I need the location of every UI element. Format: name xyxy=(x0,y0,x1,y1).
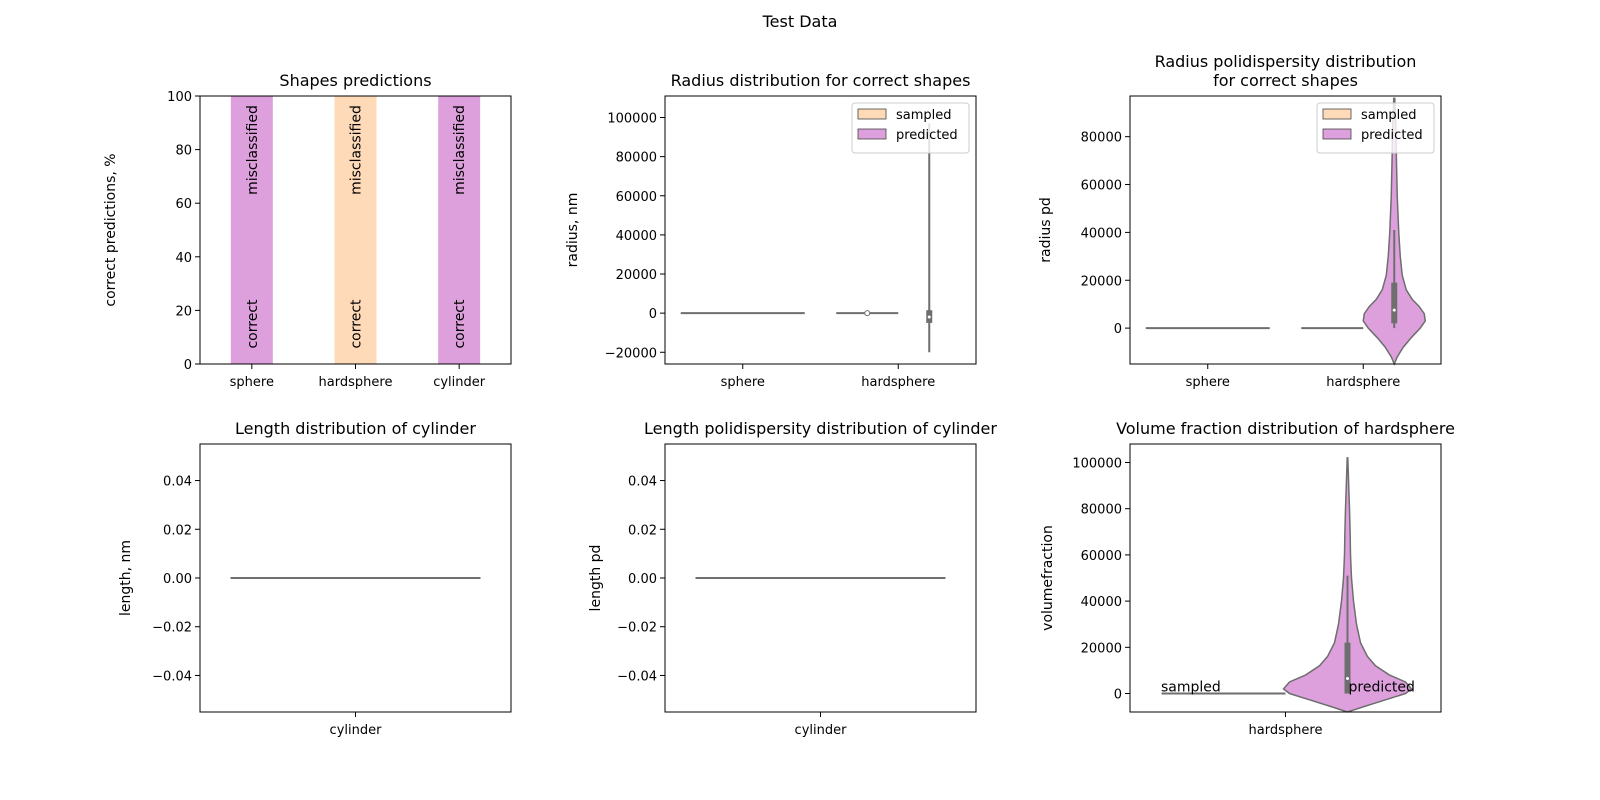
chart-title: Shapes predictions xyxy=(279,71,431,90)
y-tick-label: 60000 xyxy=(1081,549,1122,564)
y-tick-label: 100000 xyxy=(607,112,657,127)
median-dot xyxy=(1346,677,1349,680)
chart-title: Length distribution of cylinder xyxy=(235,419,476,438)
x-tick-label: hardsphere xyxy=(861,375,935,390)
legend-label-sampled: sampled xyxy=(896,108,952,123)
chart-title: Length polidispersity distribution of cy… xyxy=(644,419,997,438)
legend-label-sampled: sampled xyxy=(1361,108,1417,123)
y-tick-label: 40000 xyxy=(1081,226,1122,241)
panel-3: Radius polidispersity distribution for co… xyxy=(1038,52,1442,390)
median-dot xyxy=(1392,308,1396,312)
axes-frame xyxy=(664,443,977,713)
bar-label-misclassified: misclassified xyxy=(245,105,261,195)
chart-title: Radius distribution for correct shapes xyxy=(671,71,971,90)
predicted-iqr-box xyxy=(1344,642,1351,694)
y-tick-label: 20000 xyxy=(616,268,657,283)
x-tick-label: hardsphere xyxy=(319,375,393,390)
annotation-predicted: predicted xyxy=(1349,680,1415,696)
bar-label-correct: correct xyxy=(245,299,261,349)
y-tick-label: −0.04 xyxy=(617,669,657,684)
axes-frame xyxy=(199,443,512,713)
panel-6: Volume fraction distribution of hardsphe… xyxy=(1040,419,1455,738)
y-tick-label: 0 xyxy=(649,307,657,322)
legend-swatch-predicted xyxy=(857,128,887,140)
legend-swatch-sampled xyxy=(1322,108,1352,120)
x-tick-label: cylinder xyxy=(795,723,848,738)
y-axis-label: length pd xyxy=(588,545,604,612)
panel-4: Length distribution of cylinder length, n… xyxy=(118,419,512,738)
y-tick-label: 40000 xyxy=(1081,595,1122,610)
bar-label-correct: correct xyxy=(452,299,468,349)
y-tick-label: 0.02 xyxy=(628,523,657,538)
y-tick-label: 80000 xyxy=(616,151,657,166)
bar-label-misclassified: misclassified xyxy=(349,105,365,195)
legend: sampled predicted xyxy=(851,102,970,154)
legend-swatch-predicted xyxy=(1322,128,1352,140)
y-tick-label: 0.04 xyxy=(163,475,192,490)
y-tick-label: 100 xyxy=(167,90,192,105)
x-tick-label: sphere xyxy=(721,375,765,390)
panel-1: Shapes predictions correct predictions, %… xyxy=(103,71,512,390)
y-tick-label: 80 xyxy=(175,144,192,159)
bar-correct-sphere xyxy=(230,96,273,364)
y-axis-label: correct predictions, % xyxy=(103,153,119,306)
y-tick-label: 0.04 xyxy=(628,475,657,490)
y-tick-label: 80000 xyxy=(1081,131,1122,146)
legend-label-predicted: predicted xyxy=(896,128,958,143)
y-tick-label: 0 xyxy=(1114,688,1122,703)
y-tick-label: 60000 xyxy=(616,190,657,205)
x-tick-label: sphere xyxy=(1186,375,1230,390)
x-tick-label: sphere xyxy=(230,375,274,390)
y-axis-label: volumefraction xyxy=(1040,525,1056,631)
axes-frame xyxy=(1129,443,1442,713)
y-tick-label: 60000 xyxy=(1081,179,1122,194)
y-tick-label: 100000 xyxy=(1072,456,1122,471)
y-tick-label: −0.04 xyxy=(152,669,192,684)
x-tick-label: hardsphere xyxy=(1249,723,1323,738)
x-tick-label: cylinder xyxy=(330,723,383,738)
y-tick-label: 0 xyxy=(1114,322,1122,337)
x-tick-label: hardsphere xyxy=(1326,375,1400,390)
y-tick-label: 0 xyxy=(184,358,192,373)
axes-frame xyxy=(664,95,977,365)
bar-correct-cylinder xyxy=(438,96,481,364)
x-tick-label: cylinder xyxy=(433,375,486,390)
y-tick-label: 0.00 xyxy=(628,572,657,587)
annotation-sampled: sampled xyxy=(1161,680,1221,696)
y-axis-label: length, nm xyxy=(118,540,134,616)
y-tick-label: −20000 xyxy=(605,346,657,361)
chart-title: Radius polidispersity distribution for co… xyxy=(1155,52,1417,90)
y-tick-label: 80000 xyxy=(1081,503,1122,518)
median-dot xyxy=(927,315,931,319)
panel-2: Radius distribution for correct shapes ra… xyxy=(565,71,977,390)
y-tick-label: 40000 xyxy=(616,229,657,244)
y-tick-label: 40 xyxy=(175,251,192,266)
y-axis-label: radius, nm xyxy=(565,193,581,268)
y-axis-label: radius pd xyxy=(1038,197,1054,263)
y-tick-label: 20 xyxy=(175,304,192,319)
y-tick-label: 20000 xyxy=(1081,274,1122,289)
y-tick-label: 0.00 xyxy=(163,572,192,587)
median-dot xyxy=(864,310,871,317)
y-tick-label: −0.02 xyxy=(152,621,192,636)
panel-5: Length polidispersity distribution of cy… xyxy=(588,419,997,738)
axes-frame xyxy=(1129,95,1442,365)
predicted-iqr-box xyxy=(1391,282,1398,324)
y-tick-label: 0.02 xyxy=(163,523,192,538)
y-tick-label: −0.02 xyxy=(617,621,657,636)
legend-swatch-sampled xyxy=(857,108,887,120)
axes-frame xyxy=(199,95,512,365)
bar-correct-hardsphere xyxy=(334,96,377,364)
chart-title: Volume fraction distribution of hardsphe… xyxy=(1116,419,1455,438)
figure-suptitle: Test Data xyxy=(762,12,838,31)
legend: sampled predicted xyxy=(1316,102,1435,154)
bar-label-correct: correct xyxy=(349,299,365,349)
y-tick-label: 20000 xyxy=(1081,641,1122,656)
bar-label-misclassified: misclassified xyxy=(452,105,468,195)
legend-label-predicted: predicted xyxy=(1361,128,1423,143)
y-tick-label: 60 xyxy=(175,197,192,212)
